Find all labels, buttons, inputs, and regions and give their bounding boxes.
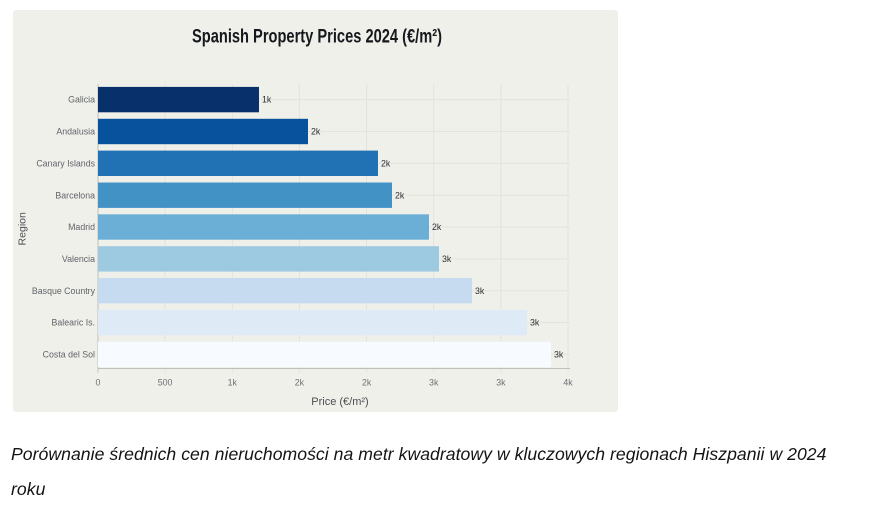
svg-text:3k: 3k [429, 378, 439, 388]
svg-text:Galicia: Galicia [68, 95, 95, 105]
svg-text:4k: 4k [563, 378, 573, 388]
svg-text:3k: 3k [475, 286, 485, 296]
svg-text:Canary Islands: Canary Islands [36, 158, 95, 168]
svg-text:2k: 2k [362, 378, 372, 388]
svg-text:Costa del Sol: Costa del Sol [43, 350, 95, 360]
svg-text:2k: 2k [395, 190, 405, 200]
svg-text:3k: 3k [554, 350, 564, 360]
svg-text:Madrid: Madrid [68, 222, 95, 232]
svg-text:Price (€/m²): Price (€/m²) [311, 396, 368, 408]
svg-text:Andalusia: Andalusia [56, 127, 95, 137]
svg-text:3k: 3k [496, 378, 506, 388]
svg-text:Valencia: Valencia [62, 254, 95, 264]
svg-text:Basque Country: Basque Country [32, 286, 96, 296]
svg-text:500: 500 [158, 378, 173, 388]
svg-text:Region: Region [17, 212, 29, 245]
svg-text:Spanish Property Prices 2024 (: Spanish Property Prices 2024 (€/m²) [192, 27, 442, 48]
svg-text:2k: 2k [381, 158, 391, 168]
svg-text:3k: 3k [442, 254, 452, 264]
svg-text:3k: 3k [530, 318, 540, 328]
svg-text:1k: 1k [228, 378, 238, 388]
svg-text:2k: 2k [432, 222, 442, 232]
svg-text:1k: 1k [262, 95, 272, 105]
svg-text:2k: 2k [295, 378, 305, 388]
svg-text:0: 0 [96, 378, 101, 388]
svg-text:Barcelona: Barcelona [55, 190, 95, 200]
svg-text:Balearic Is.: Balearic Is. [51, 318, 95, 328]
svg-text:2k: 2k [311, 127, 321, 137]
